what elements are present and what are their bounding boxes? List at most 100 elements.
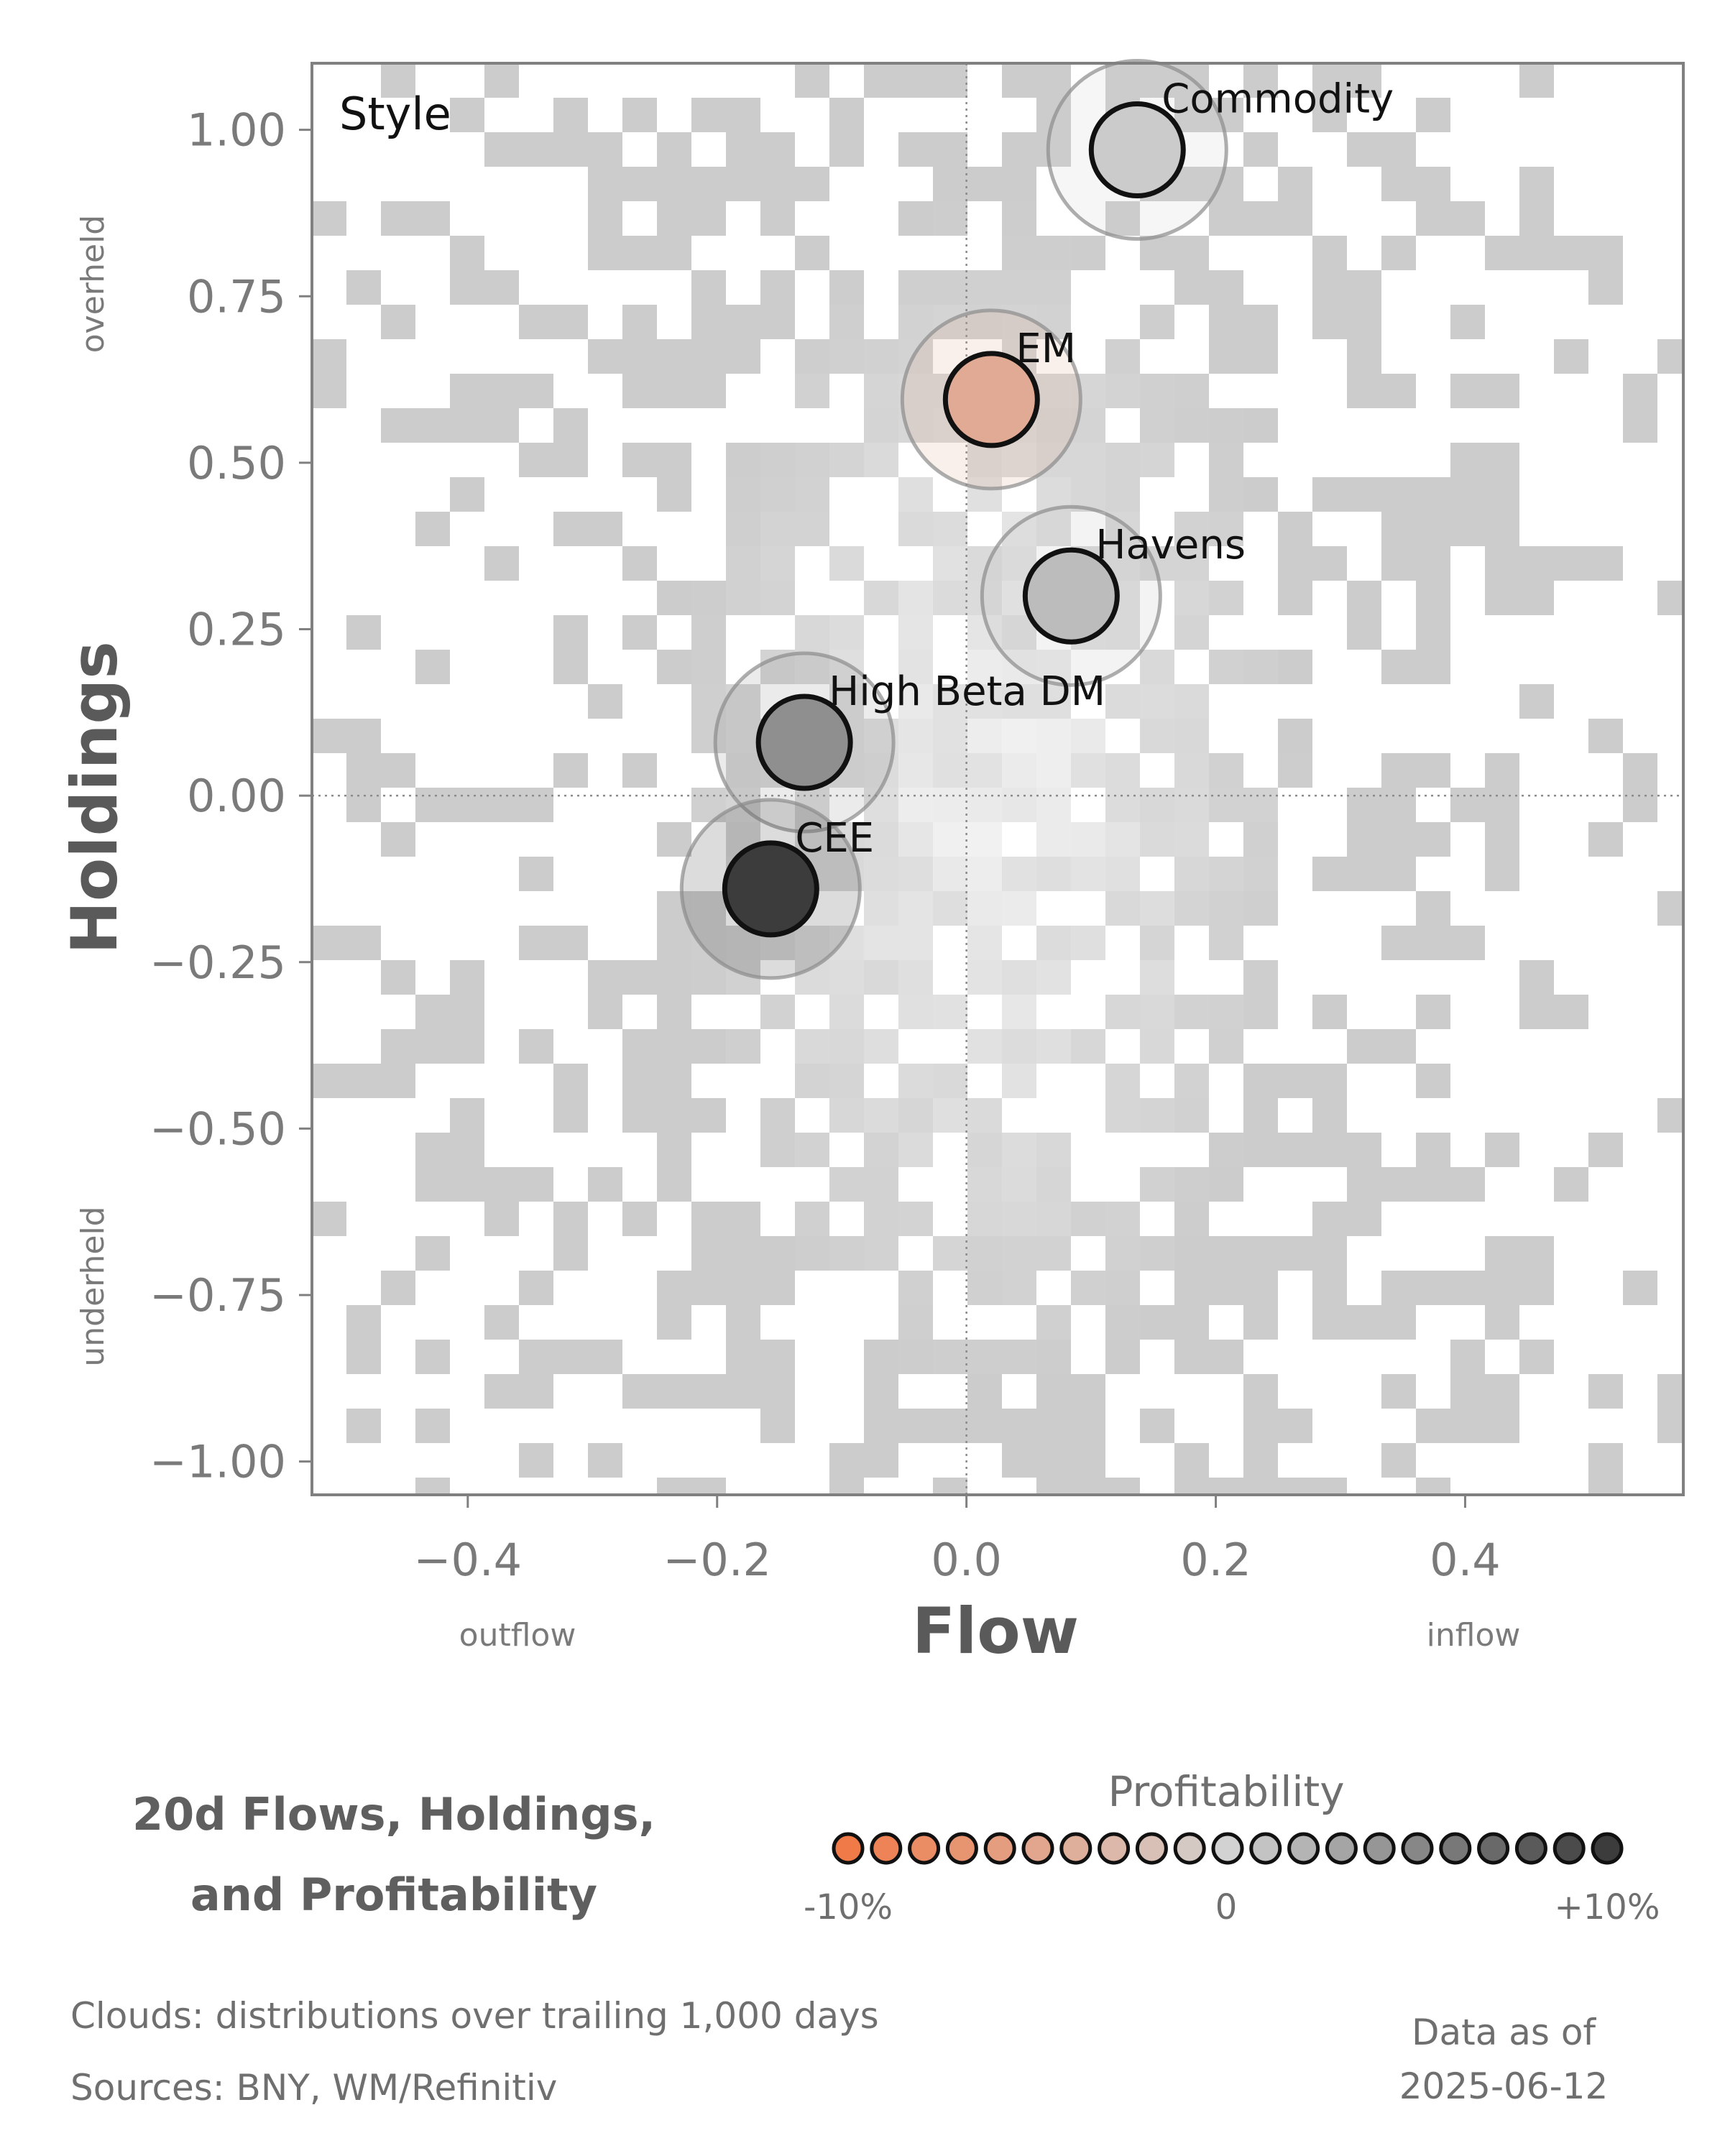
cloud-cell xyxy=(760,1409,795,1443)
cloud-cell xyxy=(657,1064,691,1098)
footer-title-line1: 20d Flows, Holdings, xyxy=(132,1788,656,1841)
cloud-cell xyxy=(1485,581,1519,615)
cloud-cell xyxy=(1002,443,1036,477)
cloud-cell xyxy=(1140,408,1174,443)
bubble-high-beta-dm xyxy=(755,694,853,791)
cloud-cell xyxy=(1519,1236,1554,1271)
cloud-cell xyxy=(657,960,691,995)
cloud-cell xyxy=(1174,167,1209,201)
cloud-cell xyxy=(829,1098,864,1133)
cloud-cell xyxy=(1002,1271,1036,1305)
cloud-cell xyxy=(415,1236,450,1271)
cloud-cell xyxy=(657,995,691,1029)
cloud-cell xyxy=(1174,1443,1209,1478)
cloud-cell xyxy=(657,132,691,167)
cloud-cell xyxy=(1140,891,1174,926)
cloud-cell xyxy=(1209,1236,1243,1271)
cloud-cell xyxy=(760,477,795,512)
cloud-cell xyxy=(726,1305,760,1340)
cloud-cell xyxy=(933,995,967,1029)
cloud-cell xyxy=(933,788,967,822)
cloud-cell xyxy=(1036,1305,1071,1340)
cloud-cell xyxy=(795,1029,829,1064)
cloud-cell xyxy=(1416,581,1450,615)
cloud-cell xyxy=(1105,339,1140,374)
cloud-cell xyxy=(1105,1305,1140,1340)
cloud-cell xyxy=(691,374,726,408)
cloud-cell xyxy=(829,615,864,650)
cloud-cell xyxy=(726,753,760,788)
cloud-cell xyxy=(553,408,588,443)
cloud-cell xyxy=(1002,1236,1036,1271)
cloud-cell xyxy=(657,477,691,512)
cloud-cell xyxy=(1071,1374,1105,1409)
cloud-cell xyxy=(1209,408,1243,443)
cloud-cell xyxy=(415,788,450,822)
cloud-cell xyxy=(1381,1167,1416,1202)
cloud-cell xyxy=(1243,1374,1278,1409)
cloud-cell xyxy=(898,132,933,167)
cloud-cell xyxy=(795,374,829,408)
cloud-cell xyxy=(1105,443,1140,477)
cloud-cell xyxy=(760,1340,795,1374)
cloud-cell xyxy=(1588,236,1623,270)
cloud-cell xyxy=(1002,1167,1036,1202)
cloud-cell xyxy=(484,408,519,443)
x-tick-label: 0.0 xyxy=(931,1534,1002,1586)
cloud-cell xyxy=(829,1443,864,1478)
cloud-cell xyxy=(726,339,760,374)
y-tick-label: 1.00 xyxy=(187,104,286,157)
bubble-label-havens: Havens xyxy=(1095,522,1246,568)
cloud-cell xyxy=(967,926,1002,960)
cloud-cell xyxy=(1174,753,1209,788)
colorbar-dots xyxy=(832,1832,1624,1865)
cloud-cell xyxy=(657,1167,691,1202)
cloud-cell xyxy=(1002,1443,1036,1478)
cloud-cell xyxy=(1623,1271,1657,1305)
cloud-cell xyxy=(1036,1202,1071,1236)
cloud-cell xyxy=(864,1167,898,1202)
cloud-cell xyxy=(829,546,864,581)
cloud-cell xyxy=(1243,788,1278,822)
cloud-cell xyxy=(1002,719,1036,753)
cloud-cell xyxy=(1071,1478,1105,1495)
cloud-cell xyxy=(1140,960,1174,995)
cloud-cell xyxy=(1209,926,1243,960)
cloud-cell xyxy=(1243,1409,1278,1443)
cloud-cell xyxy=(1588,546,1623,581)
cloud-cell xyxy=(726,167,760,201)
cloud-cell xyxy=(553,1340,588,1374)
cloud-cell xyxy=(1140,650,1174,684)
cloud-cell xyxy=(1588,1133,1623,1167)
cloud-cell xyxy=(1209,650,1243,684)
cloud-cell xyxy=(1140,1167,1174,1202)
cloud-cell xyxy=(1519,167,1554,201)
cloud-cell xyxy=(760,1271,795,1305)
cloud-cell xyxy=(381,201,415,236)
cloud-cell xyxy=(1209,443,1243,477)
cloud-cell xyxy=(1036,822,1071,857)
cloud-cell xyxy=(1450,374,1485,408)
cloud-cell xyxy=(381,1271,415,1305)
cloud-cell xyxy=(967,167,1002,201)
cloud-cell xyxy=(864,1236,898,1271)
cloud-cell xyxy=(519,1443,553,1478)
cloud-cell xyxy=(588,684,622,719)
colorbar-dot xyxy=(1439,1832,1472,1865)
cloud-cell xyxy=(933,684,967,719)
cloud-cell xyxy=(1002,1202,1036,1236)
cloud-cell xyxy=(1416,98,1450,132)
cloud-cell xyxy=(1002,857,1036,891)
cloud-cell xyxy=(1036,1409,1071,1443)
cloud-cell xyxy=(450,374,484,408)
cloud-cell xyxy=(898,857,933,891)
cloud-cell xyxy=(967,1409,1002,1443)
cloud-cell xyxy=(1381,1305,1416,1340)
cloud-cell xyxy=(1519,236,1554,270)
cloud-cell xyxy=(1347,788,1381,822)
cloud-cell xyxy=(450,236,484,270)
cloud-cell xyxy=(657,1133,691,1167)
cloud-cell xyxy=(1312,1236,1347,1271)
colorbar-tick-min: -10% xyxy=(804,1887,893,1927)
cloud-cell xyxy=(1416,477,1450,512)
